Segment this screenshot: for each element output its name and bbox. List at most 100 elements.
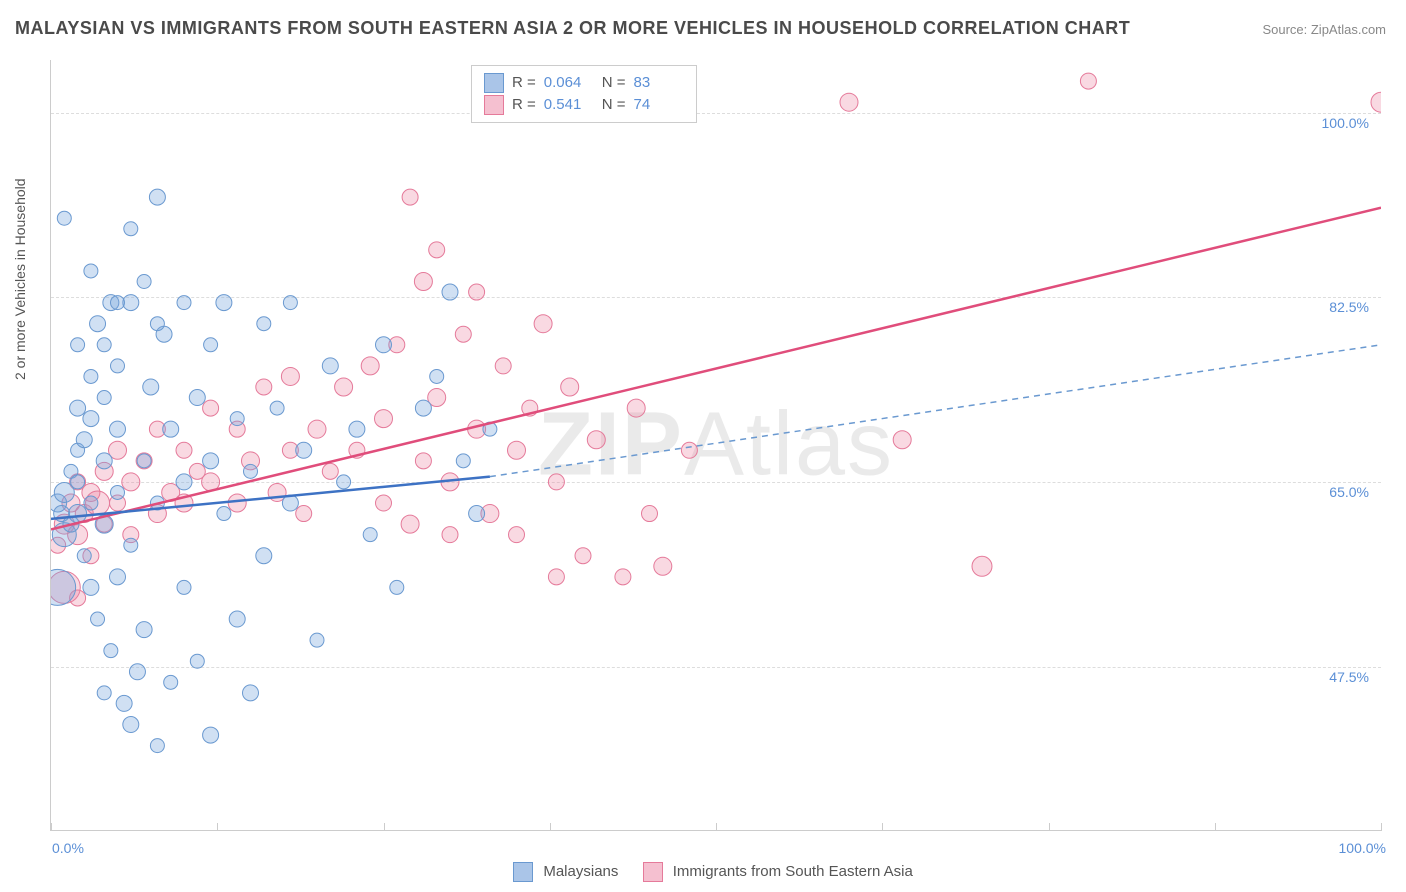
- n-label-a: N =: [602, 72, 626, 94]
- data-point: [587, 431, 605, 449]
- data-point: [111, 485, 125, 499]
- data-point: [256, 379, 272, 395]
- data-point: [376, 495, 392, 511]
- data-point: [322, 463, 338, 479]
- data-point: [283, 296, 297, 310]
- data-point: [116, 695, 132, 711]
- data-point: [681, 442, 697, 458]
- data-point: [150, 317, 164, 331]
- data-point: [469, 284, 485, 300]
- data-point: [190, 654, 204, 668]
- legend-label-a: Malaysians: [543, 863, 618, 880]
- data-point: [97, 686, 111, 700]
- swatch-series-b: [484, 95, 504, 115]
- trend-line: [490, 345, 1381, 477]
- data-point: [548, 569, 564, 585]
- data-point: [430, 369, 444, 383]
- data-point: [469, 506, 485, 522]
- xtick-label-left: 0.0%: [52, 840, 84, 856]
- data-point: [111, 359, 125, 373]
- data-point: [129, 664, 145, 680]
- data-point: [548, 474, 564, 490]
- data-point: [561, 378, 579, 396]
- data-point: [296, 442, 312, 458]
- legend-swatch-b: [643, 862, 663, 882]
- chart-area: ZIPAtlas 47.5%65.0%82.5%100.0% R = 0.064…: [50, 60, 1381, 831]
- data-point: [96, 453, 112, 469]
- data-point: [296, 506, 312, 522]
- y-axis-label: 2 or more Vehicles in Household: [12, 178, 28, 380]
- data-point: [495, 358, 511, 374]
- data-point: [164, 675, 178, 689]
- data-point: [654, 557, 672, 575]
- data-point: [203, 453, 219, 469]
- data-point: [203, 400, 219, 416]
- data-point: [349, 421, 365, 437]
- data-point: [401, 515, 419, 533]
- data-point: [893, 431, 911, 449]
- data-point: [91, 612, 105, 626]
- data-point: [150, 739, 164, 753]
- stats-box: R = 0.064 N = 83 R = 0.541 N = 74: [471, 65, 697, 123]
- data-point: [97, 338, 111, 352]
- data-point: [84, 264, 98, 278]
- data-point: [429, 242, 445, 258]
- data-point: [110, 569, 126, 585]
- stats-row-a: R = 0.064 N = 83: [484, 72, 684, 94]
- data-point: [83, 579, 99, 595]
- data-point: [83, 411, 99, 427]
- data-point: [322, 358, 338, 374]
- data-point: [376, 337, 392, 353]
- data-point: [390, 580, 404, 594]
- bottom-legend: Malaysians Immigrants from South Eastern…: [0, 862, 1406, 886]
- scatter-plot: [51, 60, 1381, 830]
- data-point: [69, 505, 87, 523]
- data-point: [256, 548, 272, 564]
- data-point: [414, 273, 432, 291]
- xtick: [1381, 823, 1382, 831]
- data-point: [257, 317, 271, 331]
- data-point: [137, 275, 151, 289]
- data-point: [456, 454, 470, 468]
- data-point: [310, 633, 324, 647]
- data-point: [375, 410, 393, 428]
- data-point: [71, 338, 85, 352]
- data-point: [615, 569, 631, 585]
- data-point: [415, 400, 431, 416]
- data-point: [361, 357, 379, 375]
- data-point: [76, 432, 92, 448]
- data-point: [627, 399, 645, 417]
- n-value-a: 83: [634, 72, 684, 94]
- data-point: [189, 390, 205, 406]
- data-point: [509, 527, 525, 543]
- data-point: [575, 548, 591, 564]
- r-label-a: R =: [512, 72, 536, 94]
- r-value-a: 0.064: [544, 72, 594, 94]
- data-point: [77, 549, 91, 563]
- data-point: [71, 475, 85, 489]
- data-point: [97, 391, 111, 405]
- stats-row-b: R = 0.541 N = 74: [484, 94, 684, 116]
- data-point: [177, 296, 191, 310]
- data-point: [335, 378, 353, 396]
- data-point: [149, 189, 165, 205]
- data-point: [203, 727, 219, 743]
- data-point: [177, 580, 191, 594]
- r-value-b: 0.541: [544, 94, 594, 116]
- data-point: [508, 441, 526, 459]
- xtick-label-right: 100.0%: [1339, 840, 1386, 856]
- n-label-b: N =: [602, 94, 626, 116]
- data-point: [442, 527, 458, 543]
- n-value-b: 74: [634, 94, 684, 116]
- data-point: [137, 454, 151, 468]
- data-point: [90, 316, 106, 332]
- trend-line: [51, 208, 1381, 530]
- data-point: [840, 93, 858, 111]
- data-point: [163, 421, 179, 437]
- data-point: [124, 538, 138, 552]
- data-point: [243, 685, 259, 701]
- legend-label-b: Immigrants from South Eastern Asia: [673, 863, 913, 880]
- data-point: [972, 556, 992, 576]
- data-point: [84, 496, 98, 510]
- data-point: [642, 506, 658, 522]
